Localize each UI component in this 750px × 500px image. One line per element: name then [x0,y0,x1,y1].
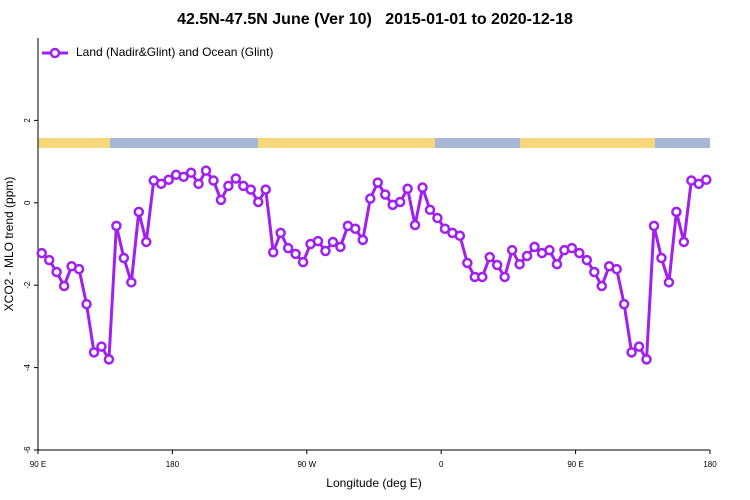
data-point [73,263,85,275]
data-point [529,241,540,253]
data-point [589,266,600,278]
data-point [111,220,122,232]
y-tick-label: -6 [23,446,32,454]
data-point [402,183,413,195]
data-point [394,196,406,208]
data-point [484,251,495,263]
data-point [424,204,436,216]
data-point [245,184,257,195]
data-point [454,230,466,242]
data-point [193,178,204,190]
data-point [618,298,630,310]
data-point [409,219,421,231]
data-point [514,258,525,270]
x-tick-label: 90 W [297,460,316,469]
data-point [678,236,690,248]
x-axis-label: Longitude (deg E) [326,476,421,490]
data-point [223,180,234,192]
legend-label: Land (Nadir&Glint) and Ocean (Glint) [76,45,273,59]
data-point [133,206,145,218]
data-point [671,206,682,218]
data-point [215,194,227,206]
data-point [36,247,47,259]
data-point [656,252,667,264]
x-tick-label: 180 [703,460,717,469]
data-point [335,241,346,253]
data-point [521,250,533,262]
data-point [551,258,563,270]
data-point [267,246,279,258]
chart-title: 42.5N-47.5N June (Ver 10) 2015-01-01 to … [177,11,573,28]
data-point [275,227,286,239]
data-point [641,354,652,365]
data-point [506,244,518,256]
data-point [200,165,212,176]
data-point [491,259,503,271]
x-tick-label: 180 [166,460,180,469]
legend-marker [49,47,61,59]
data-point [88,347,100,358]
data-point [163,174,174,185]
data-point [633,341,645,352]
data-point [626,347,637,358]
data-point [141,236,152,248]
data-point [648,220,660,232]
y-tick-label: -2 [23,281,32,289]
data-point [462,257,473,269]
data-point [312,235,324,247]
data-point [103,354,115,365]
data-point [290,248,301,260]
data-point [208,175,219,186]
data-point [43,254,55,266]
data-point [693,178,705,190]
y-tick-label: 0 [23,200,32,205]
data-point [58,280,70,292]
data-point [432,212,443,224]
x-tick-label: 90 E [567,460,583,469]
data-point [51,266,62,278]
data-point [379,189,391,200]
data-point [581,254,593,266]
data-point [260,184,271,195]
data-point [253,196,264,208]
y-tick-label: -4 [23,363,32,371]
data-point [126,277,137,288]
data-point [499,271,510,283]
x-tick-label: 0 [439,460,444,469]
data-point [663,277,675,288]
data-point [372,177,383,188]
data-point [596,280,607,292]
data-point [230,173,242,184]
data-point [155,178,167,190]
data-point [439,223,451,235]
data-point [350,223,361,235]
y-tick-label: 2 [23,118,32,123]
data-point [544,244,555,256]
data-point [297,256,309,268]
data-point [96,341,107,352]
data-point [327,236,339,248]
data-point [118,252,130,264]
data-point [185,167,197,178]
data-point [417,182,428,193]
data-point [81,298,92,310]
x-tick-label: 90 E [30,460,46,469]
y-axis-label: XCO2 - MLO trend (ppm) [2,177,16,312]
land-ocean-stripe [38,138,710,148]
data-point [320,245,331,257]
data-point [574,247,585,259]
data-point [477,271,488,283]
data-point [611,263,622,275]
data-point [566,242,578,254]
data-point [701,174,712,185]
data-point [282,242,294,254]
data-point [357,234,369,246]
data-point [178,171,189,183]
data-point [365,193,376,204]
